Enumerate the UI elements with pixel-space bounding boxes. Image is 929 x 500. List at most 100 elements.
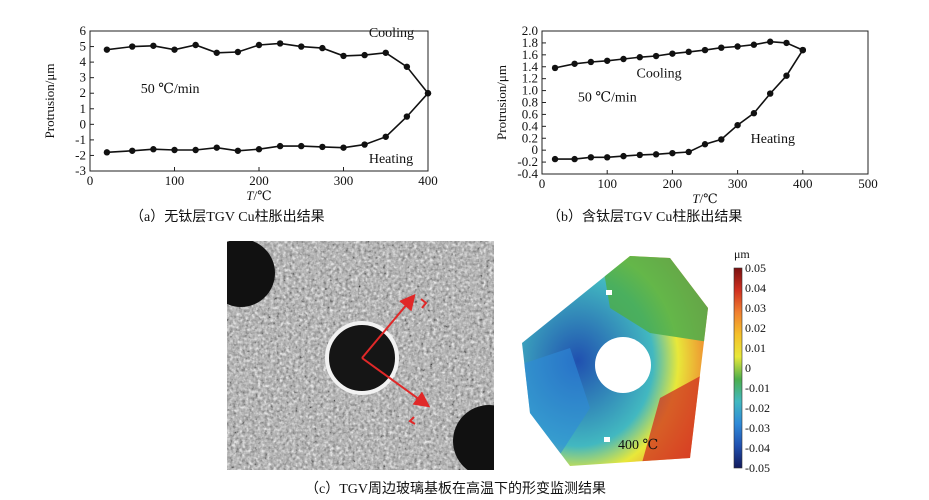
chart-b-heating-point <box>783 72 790 79</box>
colorbar-tick-label: 0 <box>745 361 751 375</box>
chart-b-y-axis-label: Protrusion/μm <box>494 65 509 140</box>
chart-b-cooling-point <box>587 58 595 66</box>
colorbar-tick-label: -0.03 <box>745 421 770 435</box>
caption-a: （a）无钛层TGV Cu柱胀出结果 <box>130 210 325 225</box>
colorbar-tick-label: 0.03 <box>745 301 766 315</box>
colorbar: μm0.05 0.04 0.03 0.02 0.01 0 -0.01 -0.02 -0.03 -0… <box>733 247 770 472</box>
chart-a-y-tick-label: 6 <box>80 23 87 38</box>
chart-a-heating-point <box>255 146 263 153</box>
chart-a-x-tick-label: 100 <box>165 173 185 188</box>
chart-b-y-tick-label: 1.8 <box>522 35 538 50</box>
colorbar-tick-label: -0.04 <box>745 441 770 455</box>
colorbar-tick-label: 0.04 <box>745 281 766 295</box>
chart-b-heating-point <box>587 154 595 161</box>
chart-b-heating-point <box>669 149 676 157</box>
chart-a-heating-point <box>403 113 411 120</box>
chart-a-y-tick-label: 2 <box>80 85 87 100</box>
chart-a-y-axis-label: Protrusion/μm <box>42 64 57 139</box>
chart-a-heating-point <box>213 144 220 151</box>
chart-b-y-tick-label: 1.0 <box>522 83 538 98</box>
chart-a-cooling-point <box>403 63 411 70</box>
chart-b-cooling-point <box>685 48 692 56</box>
chart-b-series-cooling-line <box>554 40 804 69</box>
chart-a-cooling-point <box>171 46 178 53</box>
via-hole-bottom-right <box>453 405 494 470</box>
chart-b-heating-point <box>636 151 643 159</box>
colorbar-gradient <box>733 267 743 469</box>
chart-a-y-tick-label: 0 <box>80 116 87 131</box>
via-hole-top-left <box>227 241 275 307</box>
red-mark-upper <box>420 298 428 309</box>
tgv-micrograph <box>227 241 494 470</box>
protrusion-chart-with-titanium: 0 100 200 300 400 500-0.4-0.200.20.40.60.81.0… <box>494 23 878 206</box>
chart-a-x-tick-label: 200 <box>249 173 269 188</box>
chart-a-x-axis-label: T/℃ <box>246 188 271 203</box>
colorbar-unit: μm <box>734 247 750 261</box>
chart-a-heating-point <box>171 146 178 154</box>
chart-b-y-tick-label: 0 <box>532 142 539 157</box>
chart-a-annotation: Heating <box>369 152 413 167</box>
chart-b-cooling-point <box>734 43 741 50</box>
chart-a-y-tick-label: -3 <box>75 163 86 178</box>
chart-b-annotation: Heating <box>751 132 795 147</box>
chart-b-cooling-point <box>701 46 709 54</box>
colorbar-tick-label: -0.01 <box>745 381 770 395</box>
caption-c: （c）TGV周边玻璃基板在高温下的形变监测结果 <box>305 482 606 497</box>
chart-b-cooling-point <box>652 52 660 60</box>
chart-b-annotation: Cooling <box>637 66 682 81</box>
chart-b-y-tick-label: 0.2 <box>522 130 538 145</box>
chart-b-cooling-point <box>669 50 676 57</box>
chart-a-cooling-point <box>213 49 220 56</box>
chart-a-heating-point <box>319 143 326 151</box>
chart-b-y-tick-label: 0.8 <box>522 95 538 110</box>
chart-b-x-tick-label: 400 <box>793 176 813 191</box>
chart-a-x-tick-label: 400 <box>418 173 438 188</box>
chart-b-heating-point <box>652 151 660 158</box>
chart-b-y-tick-label: 0.6 <box>522 106 539 121</box>
chart-b-y-tick-label: 0.4 <box>522 118 539 133</box>
colorbar-tick-label: 0.02 <box>745 321 766 335</box>
chart-a-cooling-point <box>276 40 284 47</box>
chart-a-heating-point <box>298 142 305 150</box>
chart-b-heating-point <box>620 152 627 160</box>
chart-a-annotation: Cooling <box>369 26 414 41</box>
chart-a-y-tick-label: 1 <box>80 101 87 116</box>
chart-b-heating-point <box>685 148 692 156</box>
chart-a-y-tick-label: 4 <box>80 54 87 69</box>
chart-b-x-tick-label: 300 <box>728 176 748 191</box>
chart-b-x-tick-label: 200 <box>663 176 683 191</box>
colorbar-tick-label: -0.02 <box>745 401 770 415</box>
colorbar-tick-label: -0.05 <box>745 461 770 472</box>
chart-b-cooling-point <box>799 46 806 54</box>
chart-b-cooling-point <box>767 38 774 45</box>
chart-a-annotation: 50 ℃/min <box>141 82 200 97</box>
chart-b-cooling-point <box>551 64 559 72</box>
chart-b-series-heating-line <box>555 49 804 160</box>
center-hole <box>595 337 651 393</box>
chart-b-heating-point <box>701 141 709 148</box>
chart-b-y-tick-label: -0.4 <box>517 166 538 181</box>
colorbar-tick-label: 0.01 <box>745 341 766 355</box>
chart-b-x-tick-label: 0 <box>539 176 546 191</box>
chart-b-y-tick-label: 1.2 <box>522 71 538 86</box>
chart-b-x-tick-label: 500 <box>858 176 878 191</box>
chart-b-heating-point <box>604 154 611 161</box>
chart-b-y-tick-label: 1.4 <box>522 59 539 74</box>
chart-a-y-tick-label: -1 <box>75 132 86 147</box>
plate-notch-top <box>606 290 612 295</box>
protrusion-chart-no-titanium: 0 100 200 300 400-3-2-10123456T/℃Protrusion/… <box>42 23 438 203</box>
chart-a-series-heating-line <box>106 92 429 154</box>
chart-a-heating-point <box>103 149 111 156</box>
chart-b-y-tick-label: -0.2 <box>517 154 538 169</box>
chart-a-heating-point <box>150 146 157 153</box>
chart-b-heating-point <box>551 155 559 163</box>
red-arrow-lower <box>361 357 431 408</box>
chart-a-cooling-point <box>255 41 263 49</box>
chart-b-cooling-point <box>604 57 611 64</box>
chart-b-heating-point <box>718 136 725 143</box>
chart-a-heating-point <box>276 142 284 150</box>
chart-a-y-tick-label: -2 <box>75 147 86 162</box>
plate-notch-bottom <box>604 437 610 442</box>
chart-a-cooling-point <box>424 90 432 97</box>
chart-b-cooling-point <box>636 54 643 61</box>
